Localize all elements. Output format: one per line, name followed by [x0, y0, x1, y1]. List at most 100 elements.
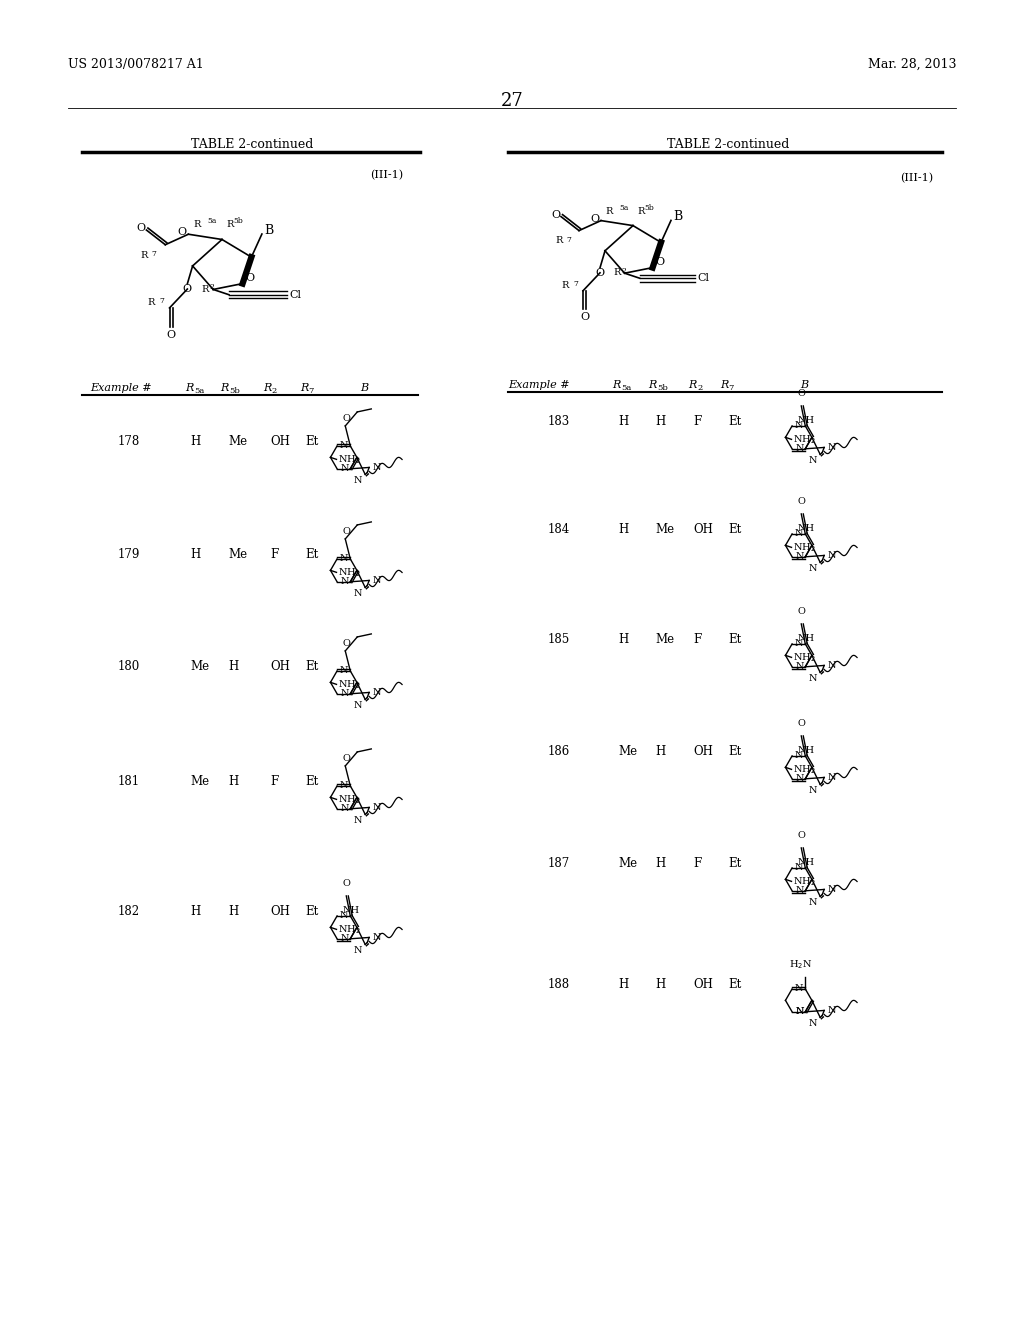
Text: 7: 7 — [159, 297, 164, 305]
Text: N: N — [795, 445, 804, 453]
Text: 180: 180 — [118, 660, 140, 673]
Text: O: O — [798, 607, 805, 616]
Text: R: R — [688, 380, 696, 389]
Text: N: N — [372, 933, 381, 942]
Text: Et: Et — [728, 634, 741, 645]
Text: O: O — [246, 272, 255, 282]
Text: N: N — [827, 1006, 836, 1015]
Text: 5a: 5a — [618, 203, 629, 211]
Text: 5b: 5b — [229, 387, 240, 395]
Text: Example #: Example # — [90, 383, 152, 393]
Text: Cl: Cl — [697, 273, 710, 284]
Text: TABLE 2-continued: TABLE 2-continued — [667, 139, 790, 150]
Text: B: B — [360, 383, 368, 393]
Text: Et: Et — [728, 414, 741, 428]
Text: Me: Me — [228, 548, 247, 561]
Text: 186: 186 — [548, 744, 570, 758]
Text: NH$_2$: NH$_2$ — [794, 875, 816, 888]
Text: N: N — [809, 787, 817, 796]
Text: N: N — [339, 781, 347, 791]
Text: Me: Me — [618, 744, 637, 758]
Text: 185: 185 — [548, 634, 570, 645]
Text: O: O — [591, 214, 600, 223]
Text: R: R — [648, 380, 656, 389]
Text: 2: 2 — [271, 387, 276, 395]
Text: NH$_2$: NH$_2$ — [339, 793, 361, 805]
Text: O: O — [655, 256, 665, 267]
Text: NH$_2$: NH$_2$ — [339, 923, 361, 936]
Text: N: N — [353, 477, 362, 486]
Text: Me: Me — [655, 523, 674, 536]
Text: TABLE 2-continued: TABLE 2-continued — [190, 139, 313, 150]
Text: N: N — [372, 463, 381, 473]
Text: N: N — [795, 1007, 804, 1016]
Text: N: N — [372, 803, 381, 812]
Text: N: N — [795, 1007, 804, 1016]
Text: OH: OH — [693, 744, 713, 758]
Text: NH: NH — [797, 635, 814, 643]
Text: 5b: 5b — [233, 216, 244, 224]
Text: 7: 7 — [728, 384, 733, 392]
Text: R: R — [720, 380, 728, 389]
Text: H: H — [190, 906, 201, 917]
Text: F: F — [270, 548, 279, 561]
Text: R: R — [226, 220, 233, 230]
Text: O: O — [342, 639, 350, 648]
Text: Et: Et — [728, 857, 741, 870]
Text: F: F — [270, 775, 279, 788]
Text: N: N — [795, 552, 804, 561]
Text: H: H — [228, 775, 239, 788]
Text: 2: 2 — [697, 384, 702, 392]
Text: R: R — [263, 383, 271, 393]
Text: N: N — [353, 816, 362, 825]
Text: NH$_2$: NH$_2$ — [339, 453, 361, 466]
Text: Et: Et — [305, 775, 318, 788]
Text: 178: 178 — [118, 436, 140, 447]
Text: N: N — [827, 774, 836, 781]
Text: 179: 179 — [118, 548, 140, 561]
Text: 7: 7 — [566, 235, 570, 244]
Text: NH: NH — [797, 858, 814, 867]
Text: (III-1): (III-1) — [900, 173, 933, 183]
Text: 2: 2 — [621, 267, 626, 275]
Text: O: O — [798, 389, 805, 397]
Text: N: N — [339, 554, 347, 564]
Text: NH$_2$: NH$_2$ — [339, 566, 361, 578]
Text: N: N — [827, 661, 836, 671]
Text: N: N — [353, 701, 362, 710]
Text: R: R — [300, 383, 308, 393]
Text: 5b: 5b — [657, 384, 668, 392]
Text: O: O — [342, 879, 350, 888]
Text: F: F — [693, 414, 701, 428]
Text: O: O — [798, 496, 805, 506]
Text: 182: 182 — [118, 906, 140, 917]
Text: N: N — [794, 421, 803, 430]
Text: O: O — [580, 312, 589, 322]
Text: R: R — [612, 380, 621, 389]
Text: OH: OH — [270, 660, 290, 673]
Text: NH: NH — [797, 524, 814, 533]
Text: B: B — [673, 210, 682, 223]
Text: Et: Et — [305, 660, 318, 673]
Text: O: O — [167, 330, 175, 339]
Text: F: F — [693, 634, 701, 645]
Text: H: H — [655, 744, 666, 758]
Text: Me: Me — [655, 634, 674, 645]
Text: N: N — [809, 899, 817, 907]
Text: N: N — [340, 465, 348, 474]
Text: Me: Me — [618, 857, 637, 870]
Text: O: O — [552, 210, 560, 219]
Text: N: N — [353, 590, 362, 598]
Text: H: H — [618, 414, 629, 428]
Text: N: N — [340, 804, 348, 813]
Text: N: N — [339, 911, 347, 920]
Text: 7: 7 — [308, 387, 313, 395]
Text: N: N — [809, 565, 817, 573]
Text: OH: OH — [270, 436, 290, 447]
Text: N: N — [340, 935, 348, 944]
Text: 7: 7 — [573, 280, 578, 288]
Text: R: R — [146, 298, 155, 308]
Text: R: R — [555, 236, 562, 246]
Text: H: H — [655, 414, 666, 428]
Text: N: N — [794, 863, 803, 873]
